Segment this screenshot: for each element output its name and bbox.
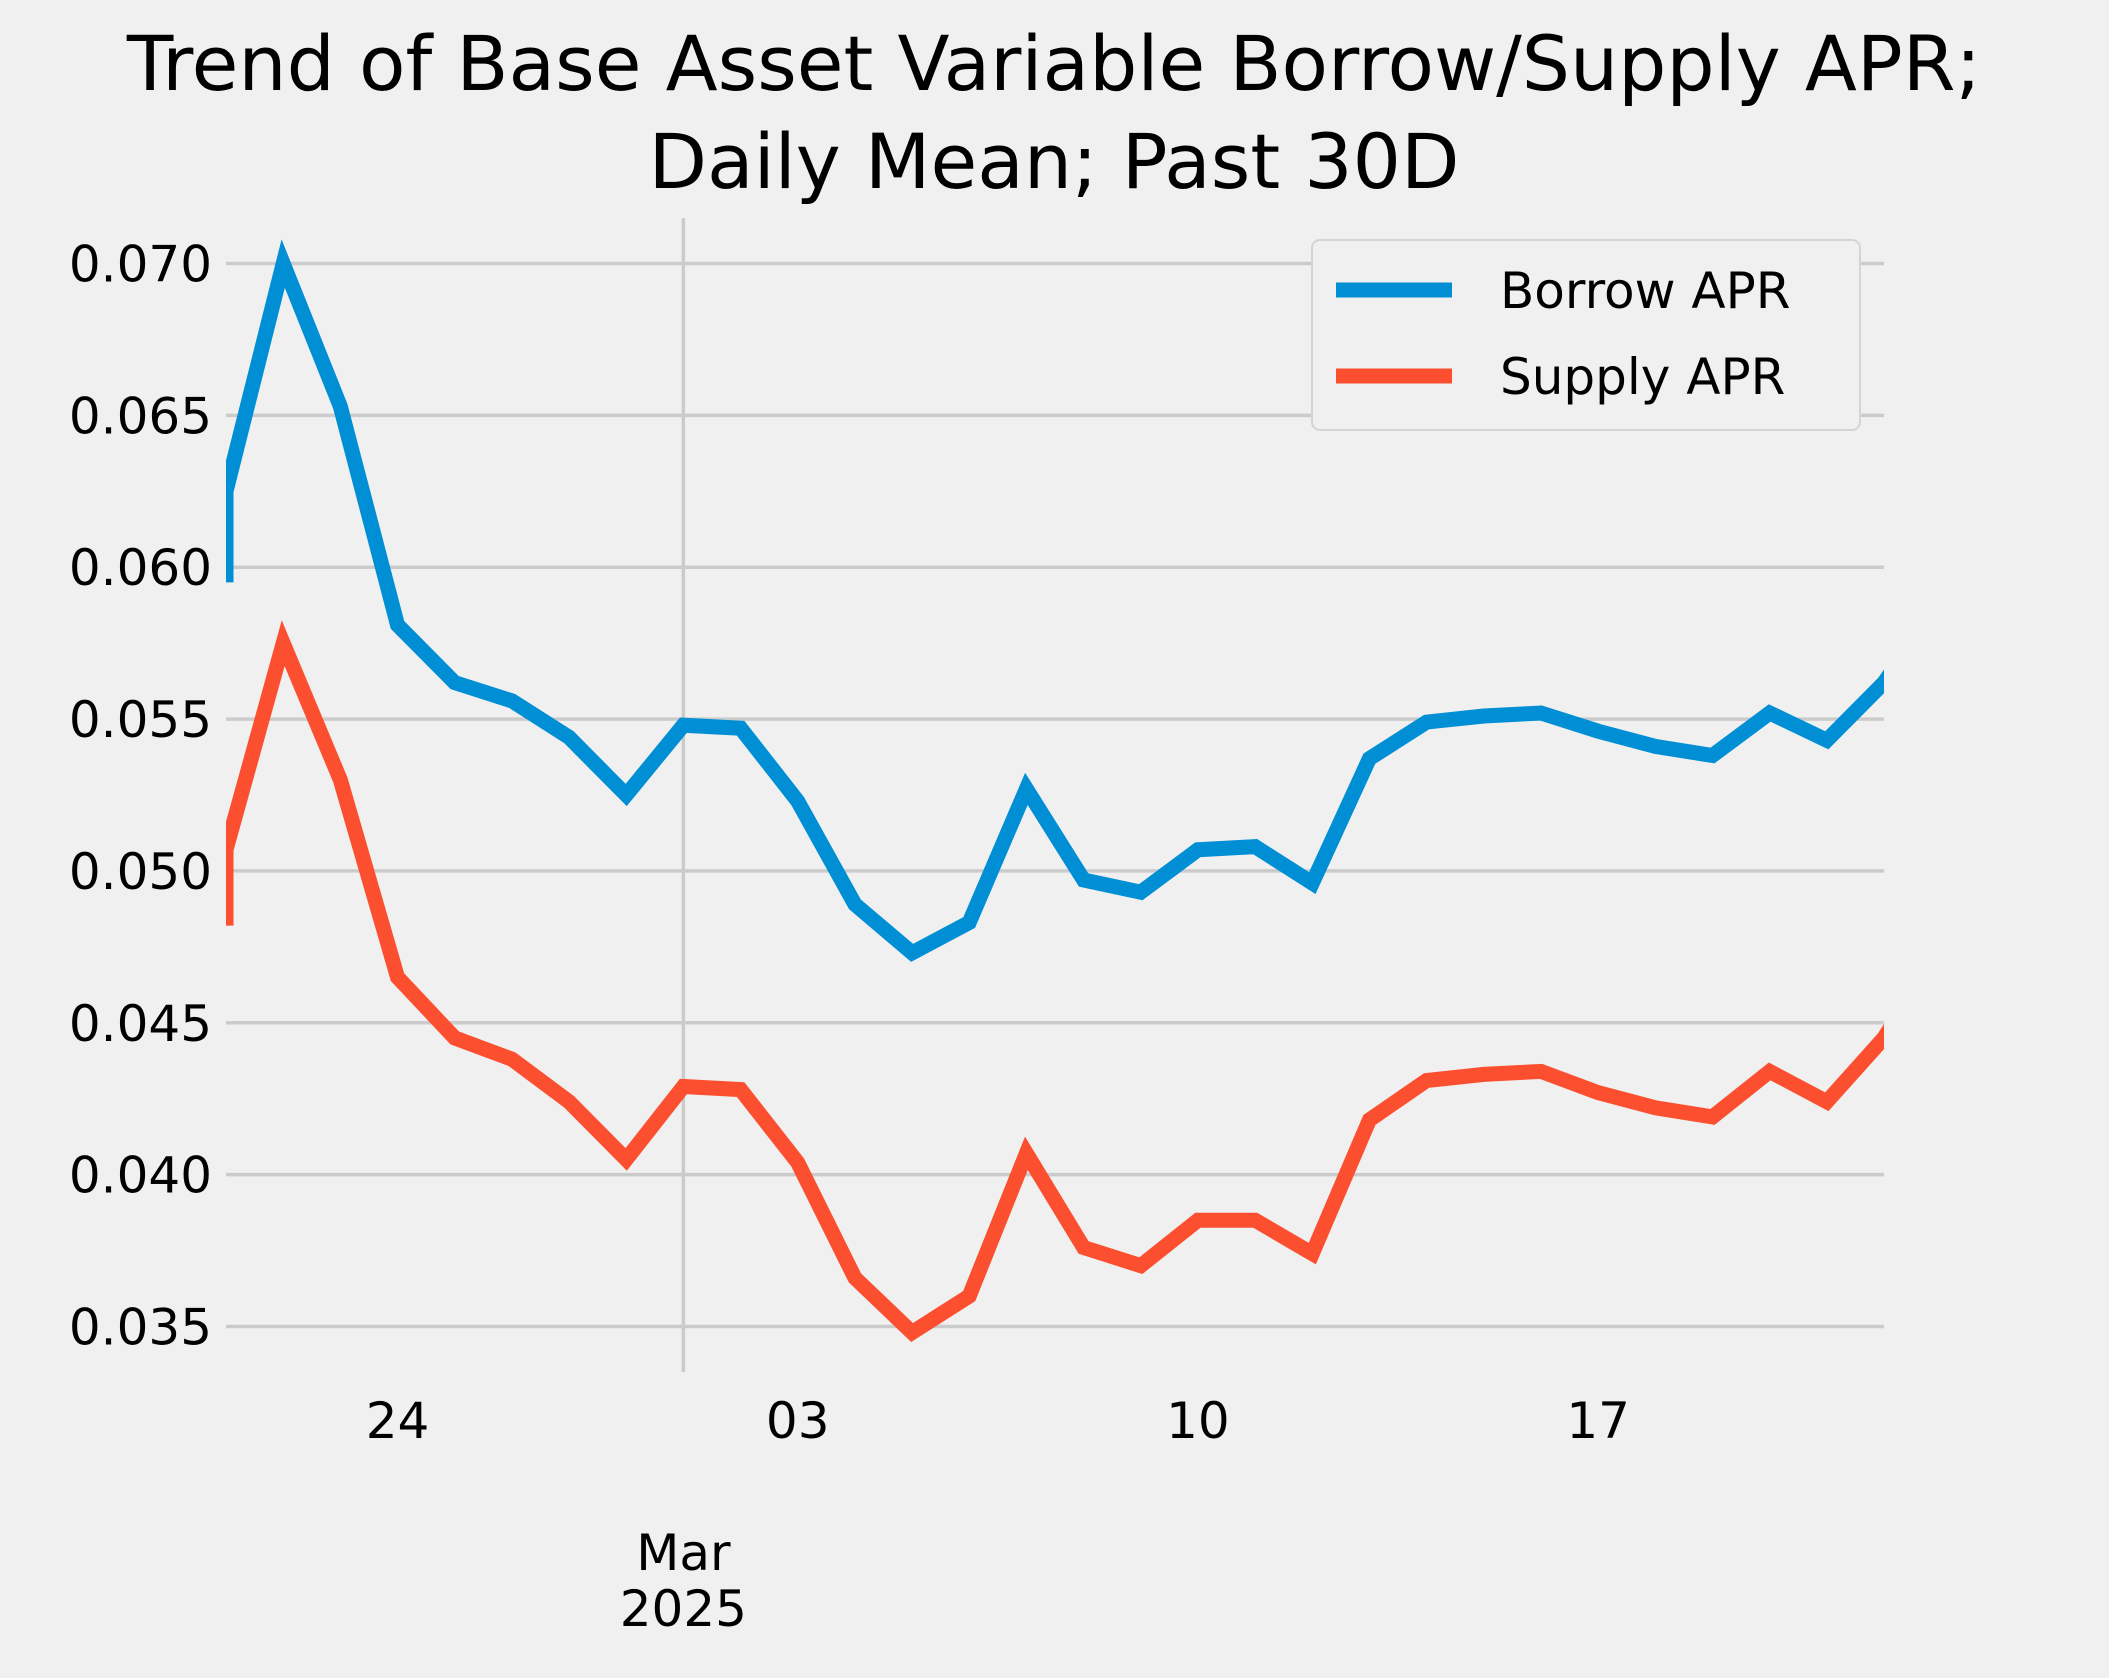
y-tick-label: 0.040 — [69, 1147, 212, 1205]
series-line-supply-apr — [226, 620, 1884, 1342]
legend-label: Supply APR — [1500, 348, 1785, 406]
y-tick-label: 0.070 — [69, 236, 212, 294]
y-axis: 0.035 0.040 0.045 0.050 0.055 0.060 0.065 0.070 — [69, 236, 212, 1357]
y-tick-label: 0.060 — [69, 539, 212, 597]
y-tick-label: 0.055 — [69, 691, 212, 749]
y-tick-label: 0.035 — [69, 1298, 212, 1356]
y-tick-label: 0.065 — [69, 387, 212, 445]
series-line-borrow-apr — [226, 239, 1884, 962]
y-tick-label: 0.050 — [69, 843, 212, 901]
x-major-tick-label: Mar — [636, 1524, 731, 1582]
chart-title-line-1: Trend of Base Asset Variable Borrow/Supp… — [126, 19, 1981, 108]
x-tick-label: 03 — [766, 1392, 830, 1450]
x-tick-label: 10 — [1166, 1392, 1230, 1450]
legend-label: Borrow APR — [1500, 262, 1791, 320]
x-tick-label: 24 — [366, 1392, 430, 1450]
y-tick-label: 0.045 — [69, 995, 212, 1053]
x-major-tick-label: 2025 — [620, 1580, 747, 1638]
legend: Borrow APR Supply APR — [1311, 239, 1861, 431]
grid — [226, 218, 1884, 1372]
chart-title-line-2: Daily Mean; Past 30D — [648, 117, 1459, 206]
series-group — [226, 239, 1884, 1342]
x-tick-label: 17 — [1566, 1392, 1630, 1450]
